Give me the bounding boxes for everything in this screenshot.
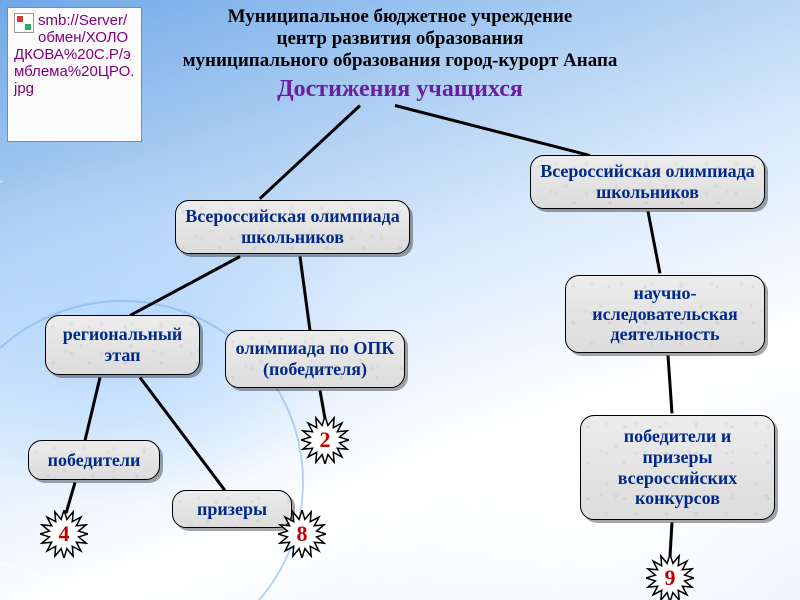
node-prizers: призеры [172, 490, 292, 528]
subtitle: Достижения учащихся [0, 76, 800, 103]
node-label: олимпиада по ОПК (победителя) [232, 338, 398, 379]
burst-b8: 8 [278, 510, 326, 558]
node-right_root: Всероссийская олимпиада школьников [530, 155, 765, 209]
node-allruss: победители и призеры всероссийских конку… [580, 415, 775, 520]
header-line: муниципального образования город-курорт … [0, 50, 800, 72]
node-regional: региональный этап [45, 315, 200, 375]
burst-value: 8 [278, 510, 326, 558]
burst-value: 2 [301, 416, 349, 464]
header-line: центр развития образования [0, 28, 800, 50]
edge [667, 355, 674, 413]
node-label: региональный этап [52, 324, 193, 365]
edge [395, 104, 591, 157]
edge [647, 211, 662, 274]
edge [319, 390, 327, 419]
diagram-stage: smb://Server/обмен/ХОЛОДКОВА%20С.Р/эмбле… [0, 0, 800, 600]
edge [259, 104, 361, 199]
header-line: Муниципальное бюджетное учреждение [0, 6, 800, 28]
burst-value: 4 [40, 510, 88, 558]
node-label: победители и призеры всероссийских конку… [587, 426, 768, 509]
node-label: Всероссийская олимпиада школьников [537, 161, 758, 202]
edge [299, 256, 312, 330]
node-label: Всероссийская олимпиада школьников [182, 206, 403, 247]
node-winners: победители [28, 440, 160, 480]
burst-b2: 2 [301, 416, 349, 464]
edge [669, 522, 674, 556]
node-opk: олимпиада по ОПК (победителя) [225, 330, 405, 388]
node-science: научно-иследовательская деятельность [565, 275, 765, 353]
node-label: призеры [197, 499, 267, 520]
burst-b4: 4 [40, 510, 88, 558]
node-left_root: Всероссийская олимпиада школьников [175, 200, 410, 254]
burst-value: 9 [646, 554, 694, 600]
node-label: научно-иследовательская деятельность [572, 283, 758, 345]
burst-b9: 9 [646, 554, 694, 600]
node-label: победители [48, 450, 141, 471]
